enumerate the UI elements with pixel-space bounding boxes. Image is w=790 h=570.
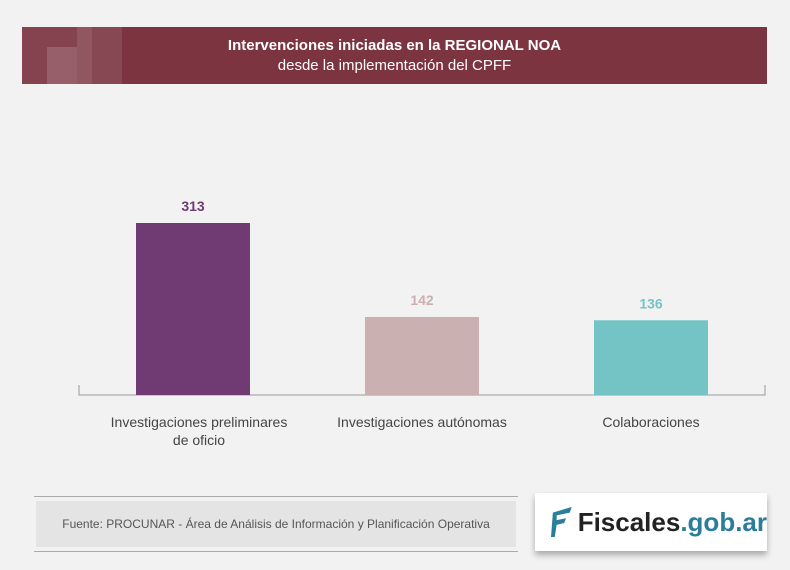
- logo-f-icon: [551, 506, 572, 538]
- logo-text: Fiscales: [577, 506, 681, 537]
- bar-chart: 313 Investigaciones preliminares de oficio…: [78, 198, 766, 448]
- header-decoration: [77, 27, 122, 84]
- logo-domain: .gob.ar: [680, 506, 767, 537]
- category-label: Investigaciones autónomas: [337, 414, 507, 430]
- data-label: 136: [639, 295, 663, 311]
- header-decoration: [22, 27, 92, 84]
- fiscales-logo[interactable]: Fiscales.gob.ar: [535, 493, 767, 551]
- category-label: de oficio: [173, 432, 225, 448]
- data-label: 142: [410, 292, 434, 308]
- header-decoration: [47, 47, 77, 84]
- chart-title: Intervenciones iniciadas en la REGIONAL …: [227, 37, 562, 54]
- bar: [136, 223, 250, 395]
- chart-subtitle: desde la implementación del CPFF: [277, 57, 512, 74]
- source-box: Fuente: PROCUNAR - Área de Análisis de I…: [34, 496, 518, 552]
- category-label: Investigaciones preliminares: [111, 414, 288, 430]
- bar: [594, 320, 708, 395]
- bar: [365, 316, 479, 395]
- data-label: 313: [181, 198, 205, 214]
- source-text: Fuente: PROCUNAR - Área de Análisis de I…: [36, 501, 516, 547]
- category-label: Colaboraciones: [602, 414, 699, 430]
- chart-header: Intervenciones iniciadas en la REGIONAL …: [22, 27, 767, 84]
